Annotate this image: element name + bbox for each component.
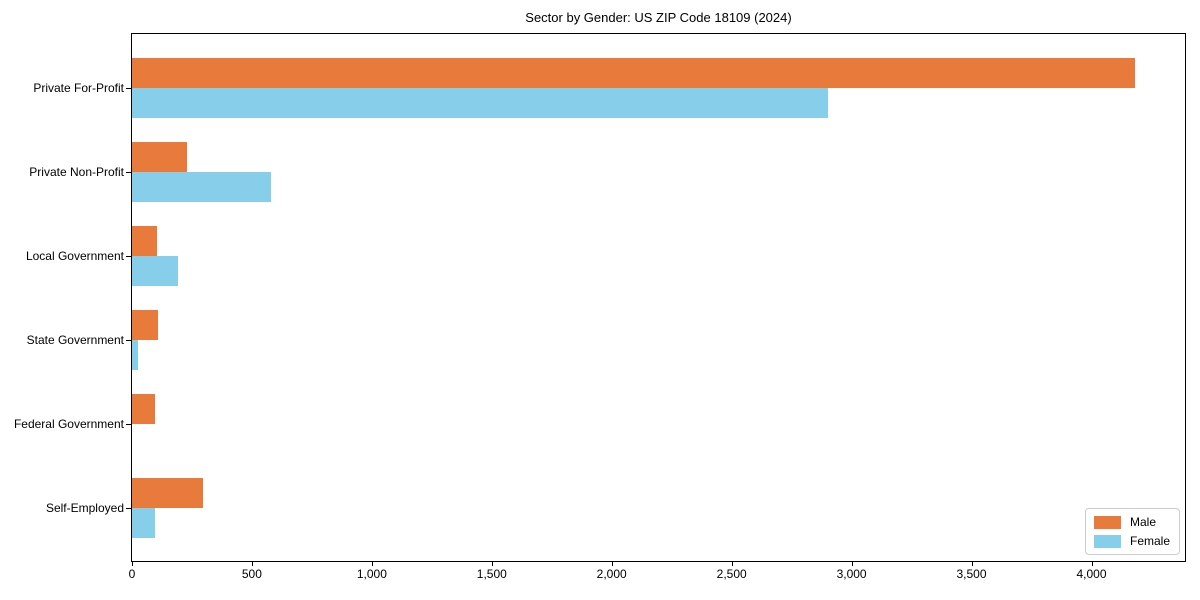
x-axis-tick-label: 3,500 bbox=[956, 567, 987, 581]
x-axis-tick-label: 0 bbox=[128, 567, 136, 581]
y-tick-mark bbox=[126, 88, 131, 89]
bar-female-self-employed bbox=[132, 508, 155, 538]
y-axis-label-self-employed: Self-Employed bbox=[45, 501, 124, 515]
x-axis-tick-label: 1,500 bbox=[476, 567, 507, 581]
x-tick-mark bbox=[491, 562, 493, 566]
legend-label-male: Male bbox=[1129, 515, 1156, 529]
y-axis-label-private-non-profit: Private Non-Profit bbox=[29, 165, 124, 179]
bar-male-federal-government bbox=[132, 394, 155, 424]
plot-area: Male Female bbox=[131, 33, 1186, 562]
bar-female-private-for-profit bbox=[132, 88, 828, 118]
x-tick-mark bbox=[132, 562, 133, 566]
x-axis-tick-label: 500 bbox=[241, 567, 262, 581]
bar-female-local-government bbox=[132, 256, 178, 286]
x-axis-tick-label: 1,000 bbox=[356, 567, 387, 581]
legend: Male Female bbox=[1084, 508, 1180, 555]
bar-male-local-government bbox=[132, 226, 158, 256]
chart-title: Sector by Gender: US ZIP Code 18109 (202… bbox=[525, 10, 792, 25]
bar-male-self-employed bbox=[132, 478, 203, 508]
y-axis-label-local-government: Local Government bbox=[25, 249, 124, 263]
y-tick-mark bbox=[126, 172, 131, 173]
x-axis-tick-label: 2,000 bbox=[596, 567, 627, 581]
x-axis-tick-label: 3,000 bbox=[836, 567, 867, 581]
bar-male-state-government bbox=[132, 310, 159, 340]
x-tick-mark bbox=[971, 562, 973, 566]
x-axis-tick-label: 4,000 bbox=[1076, 567, 1107, 581]
x-tick-mark bbox=[371, 562, 373, 566]
x-tick-mark bbox=[251, 562, 253, 566]
legend-swatch-male bbox=[1093, 515, 1121, 529]
y-tick-mark bbox=[126, 340, 131, 341]
bar-female-private-non-profit bbox=[132, 172, 272, 202]
x-tick-mark bbox=[1091, 562, 1093, 566]
y-axis-label-private-for-profit: Private For-Profit bbox=[33, 81, 124, 95]
y-tick-mark bbox=[126, 424, 131, 425]
bar-male-private-non-profit bbox=[132, 142, 188, 172]
y-axis-label-federal-government: Federal Government bbox=[13, 417, 124, 431]
y-axis-label-state-government: State Government bbox=[26, 333, 124, 347]
legend-entry-male: Male bbox=[1093, 515, 1170, 529]
x-tick-mark bbox=[731, 562, 733, 566]
x-tick-mark bbox=[851, 562, 853, 566]
y-tick-mark bbox=[126, 256, 131, 257]
x-axis-tick-label: 2,500 bbox=[716, 567, 747, 581]
bar-male-private-for-profit bbox=[132, 58, 1135, 88]
legend-entry-female: Female bbox=[1093, 534, 1170, 548]
y-tick-mark bbox=[126, 508, 131, 509]
legend-label-female: Female bbox=[1129, 534, 1170, 548]
legend-swatch-female bbox=[1093, 534, 1121, 548]
x-tick-mark bbox=[611, 562, 613, 566]
bar-female-state-government bbox=[132, 340, 138, 370]
